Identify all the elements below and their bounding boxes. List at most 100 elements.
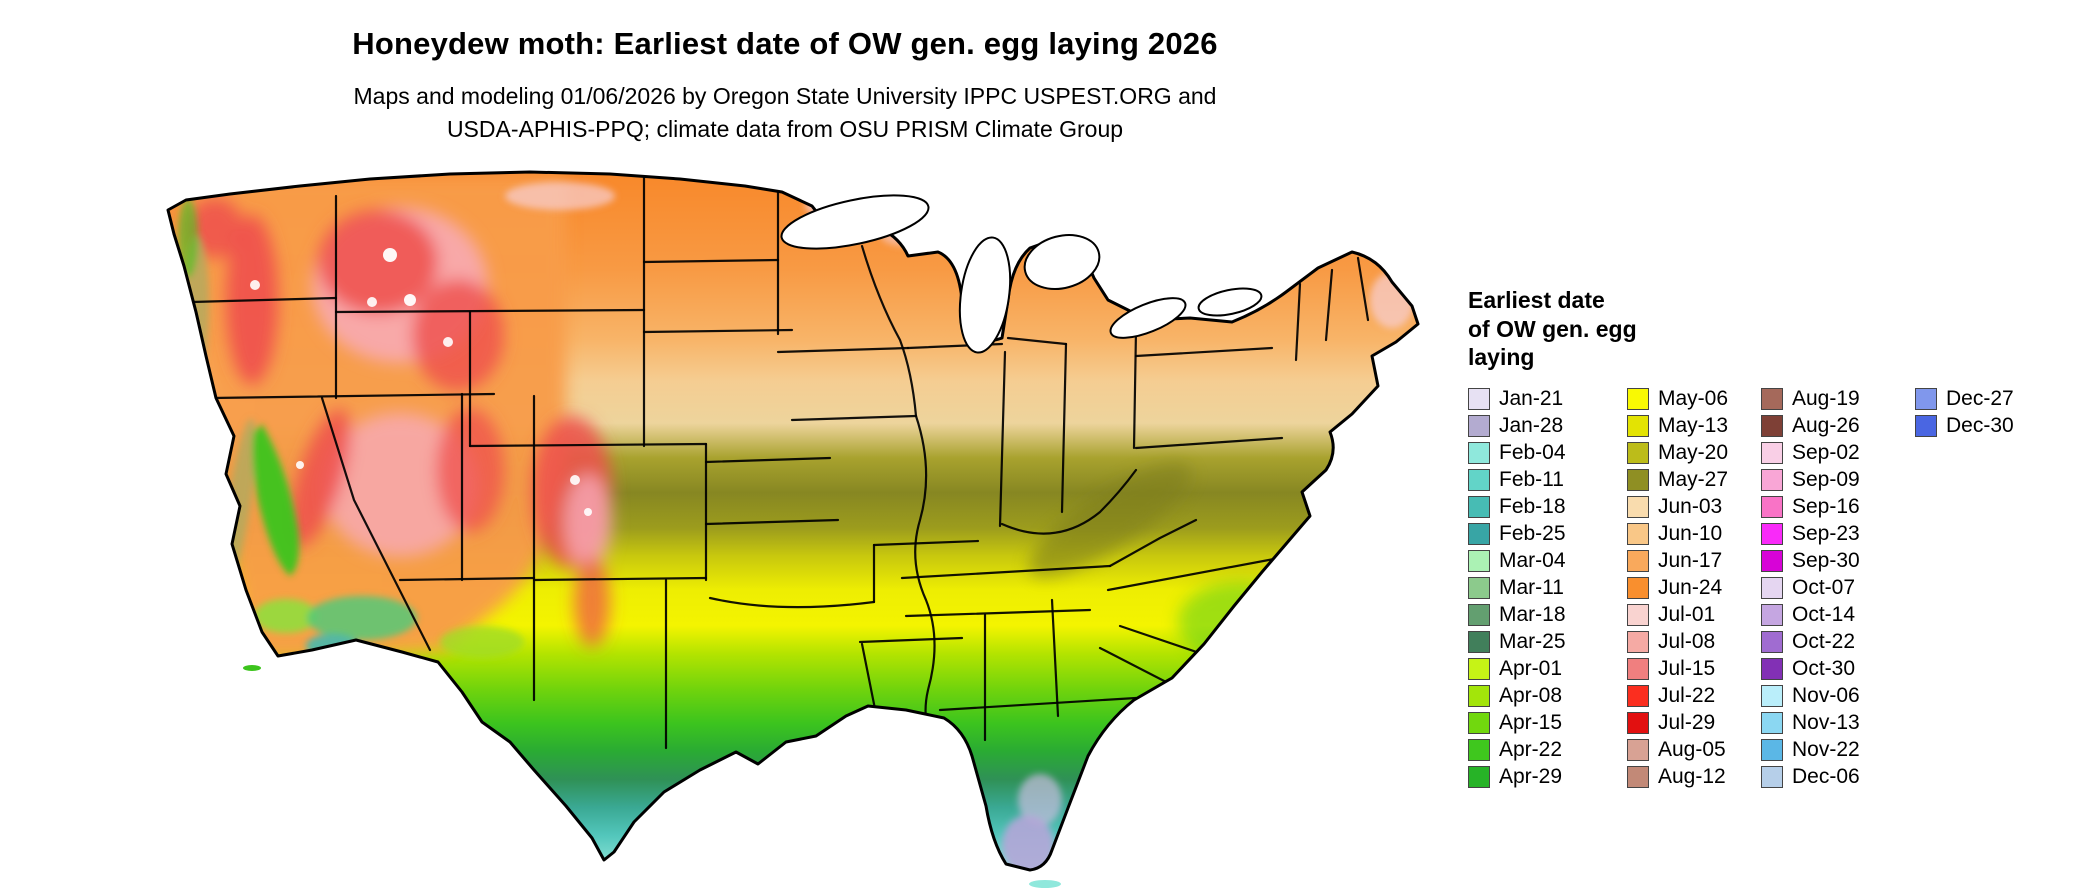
legend-item: Oct-22 (1761, 630, 1915, 653)
legend-swatch (1627, 576, 1649, 599)
legend-label: Apr-08 (1499, 683, 1563, 707)
legend-label: Sep-30 (1792, 548, 1860, 572)
legend-swatch (1627, 603, 1649, 626)
legend-swatch (1627, 684, 1649, 707)
legend-label: May-27 (1658, 467, 1729, 491)
map-subtitle: Maps and modeling 01/06/2026 by Oregon S… (0, 80, 1570, 145)
overlay-appalachian-olive (1028, 463, 1192, 577)
legend-label: Sep-16 (1792, 494, 1860, 518)
legend-swatch (1761, 468, 1783, 491)
legend-swatch (1761, 495, 1783, 518)
legend-label: Aug-12 (1658, 764, 1726, 788)
legend-label: Aug-26 (1792, 413, 1860, 437)
legend-item: Mar-11 (1468, 576, 1627, 599)
legend-item: Apr-29 (1468, 764, 1627, 788)
legend-label: Feb-18 (1499, 494, 1566, 518)
legend-label: Jul-22 (1658, 683, 1716, 707)
legend-item: Sep-30 (1761, 548, 1915, 572)
legend-label: Jun-10 (1658, 521, 1723, 545)
legend-label: Apr-29 (1499, 764, 1563, 788)
subtitle-line-2: USDA-APHIS-PPQ; climate data from OSU PR… (446, 115, 1124, 142)
legend-label: Jul-15 (1658, 656, 1716, 680)
lake-ontario (1197, 287, 1263, 317)
legend-swatch (1761, 549, 1783, 572)
legend-swatch (1468, 684, 1490, 707)
legend-swatch (1468, 522, 1490, 545)
legend-label: Apr-01 (1499, 656, 1563, 680)
legend-swatch (1761, 387, 1783, 410)
overlay-florida-lavender (1018, 774, 1062, 826)
legend-item: May-06 (1627, 386, 1761, 410)
legend-label: Aug-19 (1792, 386, 1860, 410)
legend-label: Feb-25 (1499, 521, 1566, 545)
legend-label: Nov-22 (1792, 737, 1860, 761)
legend-item: Mar-25 (1468, 630, 1627, 653)
legend-item: Feb-11 (1468, 467, 1627, 491)
legend-swatch (1761, 441, 1783, 464)
legend-item: Apr-08 (1468, 683, 1627, 707)
legend-columns: Jan-21 Jan-28 Feb-04 Feb-11 Feb-18 Feb-25 Mar-… (1468, 386, 2088, 793)
legend-swatch (1627, 657, 1649, 680)
legend-label: Aug-05 (1658, 737, 1726, 761)
legend-item: May-27 (1627, 467, 1761, 491)
legend-item: Apr-15 (1468, 711, 1627, 734)
legend-swatch (1627, 549, 1649, 572)
channel-islands (243, 665, 261, 671)
legend-item: Jul-29 (1627, 710, 1761, 734)
legend-item: Apr-22 (1468, 738, 1627, 761)
legend-swatch (1915, 414, 1937, 437)
legend-item: Jun-10 (1627, 521, 1761, 545)
legend-swatch (1761, 711, 1783, 734)
legend-item: Aug-26 (1761, 413, 1915, 437)
legend-label: Feb-04 (1499, 440, 1566, 464)
legend-item: Nov-22 (1761, 737, 1915, 761)
legend-item: Oct-30 (1761, 656, 1915, 680)
legend-swatch (1627, 495, 1649, 518)
legend-label: Jun-24 (1658, 575, 1723, 599)
legend-label: Jan-21 (1499, 386, 1564, 410)
legend-swatch (1468, 765, 1490, 788)
legend-column: May-06 May-13 May-20 May-27 Jun-03 Jun-10 Jun-… (1627, 386, 1761, 793)
legend-label: Feb-11 (1499, 467, 1564, 491)
legend-label: May-06 (1658, 386, 1729, 410)
legend-item: Jul-08 (1627, 630, 1761, 653)
legend-item: Dec-06 (1761, 765, 1915, 788)
legend-swatch (1468, 657, 1490, 680)
legend-item: Nov-06 (1761, 683, 1915, 707)
legend-label: Dec-27 (1946, 386, 2014, 410)
legend-label: Oct-14 (1792, 602, 1856, 626)
overlay-florida-purple (1002, 815, 1054, 870)
legend-item: Sep-23 (1761, 522, 1915, 545)
legend-label: Nov-06 (1792, 683, 1860, 707)
legend-item: Feb-25 (1468, 521, 1627, 545)
legend-swatch (1761, 630, 1783, 653)
legend-label: Sep-09 (1792, 467, 1860, 491)
legend-swatch (1468, 630, 1490, 653)
legend-item: Oct-07 (1761, 576, 1915, 599)
legend-item: Mar-18 (1468, 603, 1627, 626)
legend-swatch (1468, 738, 1490, 761)
subtitle-line-1: Maps and modeling 01/06/2026 by Oregon S… (353, 83, 1217, 109)
legend-label: Jun-03 (1658, 494, 1723, 518)
legend-swatch (1468, 603, 1490, 626)
overlay-north-rockies-red (318, 210, 438, 314)
legend-swatch (1915, 387, 1937, 410)
legend-title: Earliest date of OW gen. egg laying (1468, 286, 2088, 372)
map-header: Honeydew moth: Earliest date of OW gen. … (0, 26, 1570, 145)
legend-item: Aug-19 (1761, 386, 1915, 410)
legend-label: Dec-30 (1946, 413, 2014, 437)
legend-item: Feb-18 (1468, 494, 1627, 518)
legend-item: Feb-04 (1468, 440, 1627, 464)
legend-swatch (1468, 468, 1490, 491)
legend-label: Oct-30 (1792, 656, 1856, 680)
lake-erie (1109, 297, 1187, 339)
legend-item: Aug-05 (1627, 737, 1761, 761)
page-title: Honeydew moth: Earliest date of OW gen. … (352, 26, 1218, 61)
legend-swatch (1468, 441, 1490, 464)
legend-item: Jan-21 (1468, 386, 1627, 410)
legend-item: Jun-03 (1627, 494, 1761, 518)
legend-label: Mar-04 (1499, 548, 1566, 572)
legend-label: Jul-29 (1658, 710, 1716, 734)
legend-label: May-13 (1658, 413, 1729, 437)
legend-swatch (1468, 711, 1490, 734)
